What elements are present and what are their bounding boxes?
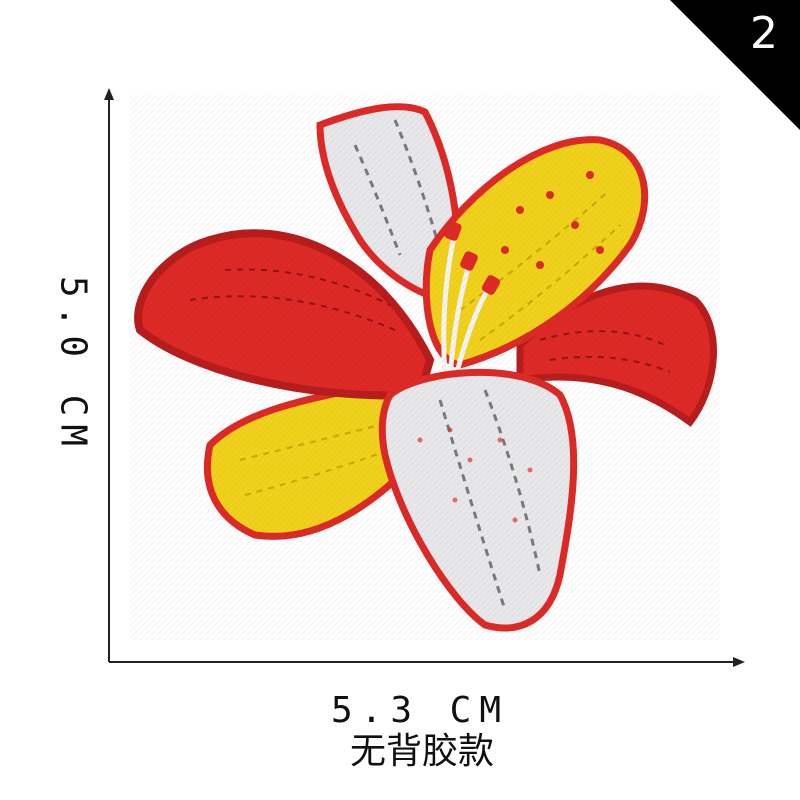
height-label: 5.0 CM xyxy=(52,275,94,455)
caption-no-adhesive: 无背胶款 xyxy=(349,731,495,772)
badge-number: 2 xyxy=(750,8,778,59)
width-label: 5.3 CM xyxy=(330,690,510,731)
corner-badge xyxy=(670,0,800,130)
